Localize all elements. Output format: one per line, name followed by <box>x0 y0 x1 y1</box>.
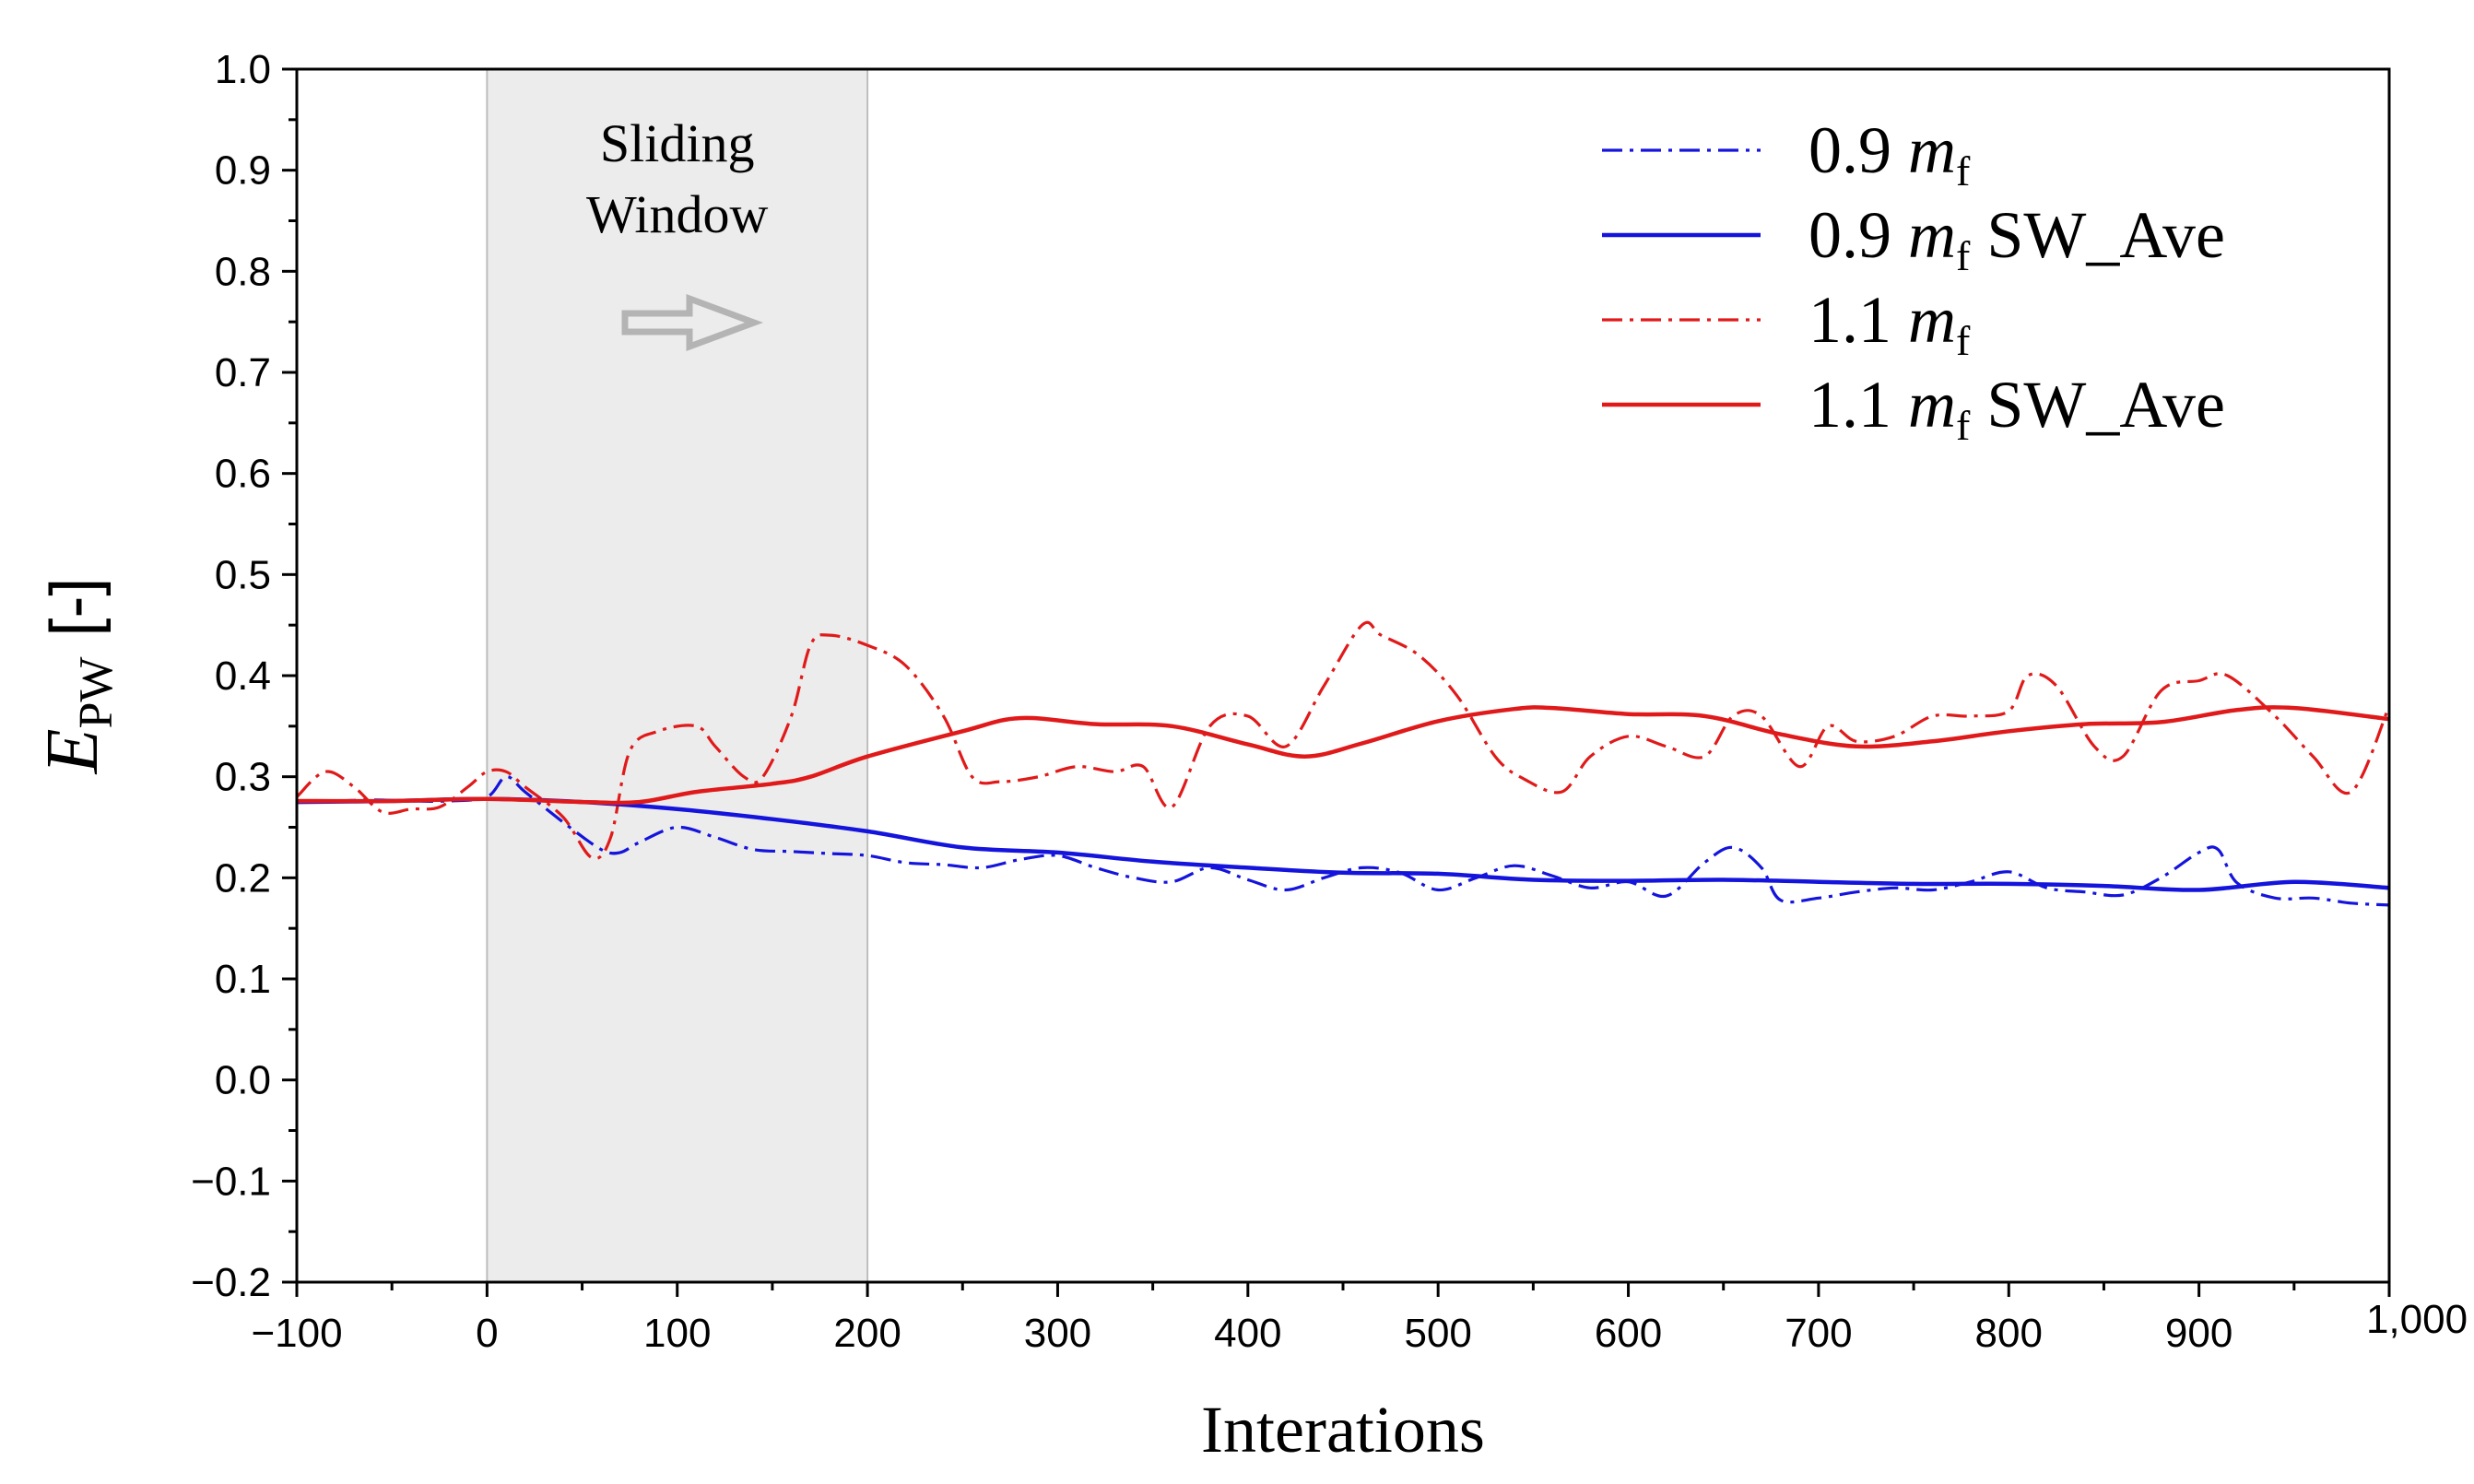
sliding-window-label-line2: Window <box>586 184 769 244</box>
y-tick-label: 0.9 <box>215 148 271 194</box>
x-tick-label: 0 <box>476 1311 498 1356</box>
legend-italic: m <box>1908 198 1956 272</box>
x-axis-title: Interations <box>1201 1393 1485 1466</box>
legend-prefix: 1.1 <box>1808 283 1908 357</box>
x-tick-label: 300 <box>1024 1311 1091 1356</box>
sliding-window-region <box>486 68 869 1283</box>
sliding-window-arrow-icon <box>621 293 764 352</box>
y-axis-title: EPW [-] <box>32 578 123 775</box>
y-tick-label: 0.0 <box>215 1058 271 1103</box>
legend-label-series-0-9-mf-sw-ave: 0.9 mf SW_Ave <box>1808 198 2225 279</box>
series-1-1-mf-line <box>297 620 2389 860</box>
axes-layer: −100 0 100 200 300 400 500 600 700 800 900 1,000 −0.… <box>32 47 2468 1466</box>
legend-italic: m <box>1908 113 1956 187</box>
y-axis-title-main: E <box>32 729 113 775</box>
y-tick-label: −0.2 <box>191 1260 271 1305</box>
legend-italic: m <box>1908 368 1956 442</box>
y-tick-label: 0.6 <box>215 452 271 497</box>
legend-label-series-1-1-mf-sw-ave: 1.1 mf SW_Ave <box>1808 368 2225 449</box>
legend-label-series-0-9-mf: 0.9 mf <box>1808 113 1971 194</box>
x-tick-label: 400 <box>1214 1311 1281 1356</box>
legend-subscript: f <box>1956 147 1971 194</box>
y-tick-label: 0.4 <box>215 654 271 699</box>
x-tick-label: −100 <box>251 1311 342 1356</box>
series-0-9-mf-sw-ave-line <box>297 796 2389 892</box>
legend-subscript: f <box>1956 232 1971 279</box>
series-0-9-mf-line <box>297 775 2389 907</box>
y-tick-label: −0.1 <box>191 1159 271 1204</box>
y-tick-label: 0.5 <box>215 552 271 597</box>
y-tick-label: 0.7 <box>215 350 271 395</box>
y-axis-title-subscript: PW <box>70 657 123 729</box>
legend-subscript: f <box>1956 402 1971 449</box>
legend-italic: m <box>1908 283 1956 357</box>
sliding-window-label-line1: Sliding <box>600 113 755 173</box>
legend-prefix: 1.1 <box>1808 368 1908 442</box>
y-tick-label: 0.1 <box>215 957 271 1002</box>
x-tick-label: 1,000 <box>2366 1297 2468 1342</box>
x-tick-label: 700 <box>1785 1311 1852 1356</box>
legend-suffix: SW_Ave <box>1970 368 2225 442</box>
sliding-window-layer: Sliding Window <box>486 68 869 1283</box>
y-tick-label: 0.2 <box>215 855 271 901</box>
legend-prefix: 0.9 <box>1808 113 1908 187</box>
series-1-1-mf-sw-ave-line <box>297 705 2389 806</box>
series-layer <box>297 620 2389 907</box>
legend-label-series-1-1-mf: 1.1 mf <box>1808 283 1971 364</box>
y-tick-label: 0.3 <box>215 755 271 800</box>
legend-subscript: f <box>1956 317 1971 364</box>
x-tick-label: 200 <box>833 1311 901 1356</box>
x-tick-label: 800 <box>1975 1311 2043 1356</box>
y-tick-label: 0.8 <box>215 249 271 294</box>
y-axis-title-unit: [-] <box>38 578 112 637</box>
x-tick-label: 600 <box>1595 1311 1662 1356</box>
x-tick-label: 900 <box>2165 1311 2232 1356</box>
x-tick-label: 100 <box>643 1311 711 1356</box>
legend-prefix: 0.9 <box>1808 198 1908 272</box>
legend-suffix: SW_Ave <box>1970 198 2225 272</box>
y-tick-label: 1.0 <box>215 47 271 92</box>
x-tick-label: 500 <box>1404 1311 1471 1356</box>
